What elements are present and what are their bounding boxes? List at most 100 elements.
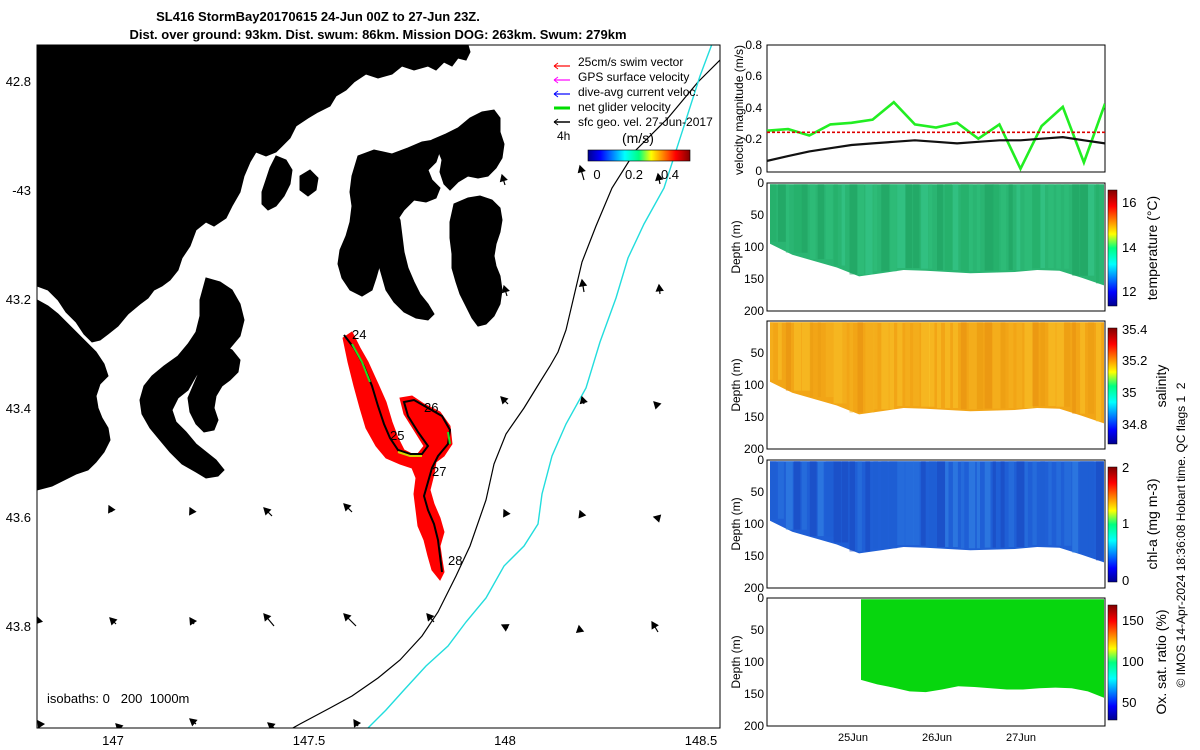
profile-stripe [1080,461,1089,553]
current-vector-arrow [115,723,124,728]
current-vector-arrow [500,624,510,632]
profile-stripe [921,322,930,407]
oxygen-ylabel: Depth (m) [729,635,743,688]
chla-stripes [770,461,1104,561]
chla-ylabel: Depth (m) [729,497,743,550]
profile-stripe [849,322,854,413]
current-vector-arrow [189,616,198,626]
profile-stripe [1080,184,1088,276]
profile-stripe [945,461,949,547]
isobath-200m [291,59,720,728]
profile-stripe [976,461,980,549]
current-vector-arrow [653,401,662,410]
profile-stripe [825,322,834,398]
velocity-series-dive-avg-current [767,135,1105,162]
title-line-1: SL416 StormBay20170615 24-Jun 00Z to 27-… [156,9,480,24]
profile-stripe [1048,461,1052,546]
profile-stripe [793,322,802,391]
profile-stripe [849,184,858,275]
profile-stripe [929,322,935,407]
profile-stripe [1000,322,1006,409]
profile-stripe [1064,461,1072,546]
profile-stripe [1064,322,1071,407]
temperature-ylabel: Depth (m) [729,220,743,273]
vel-ytick-0: 0 [755,164,762,178]
sal-cbar-tick-34-8: 34.8 [1122,417,1147,432]
profile-stripe [1040,461,1045,546]
sal-ytick-150: 150 [744,410,764,424]
profile-stripe [1024,322,1033,408]
profile-stripe [785,184,790,253]
profile-stripe [841,461,849,543]
velocity-panel: 0 0.2 0.4 0.6 0.8 velocity magnitude (m/… [732,38,1106,178]
sal-ytick-200: 200 [744,442,764,456]
profile-stripe [873,322,878,410]
profile-stripe [905,184,913,269]
profile-stripe [937,322,942,408]
profile-stripe [1032,322,1039,407]
map-legend: 25cm/s swim vector GPS surface velocity … [553,55,713,182]
salinity-ylabel: Depth (m) [729,358,743,411]
profile-stripe [1000,184,1007,271]
current-vector-arrow [651,620,659,633]
profile-stripe [801,461,807,530]
chla-cbar-label: chl-a (mg m-3) [1144,478,1160,569]
temp-ytick-50: 50 [751,208,765,222]
profile-stripe [945,184,952,270]
velocity-yticks: 0 0.2 0.4 0.6 0.8 [745,38,762,178]
temp-ytick-200: 200 [744,304,764,318]
current-vector-arrow [501,284,510,297]
profile-stripe [1024,184,1032,270]
lat-tick-43-2: 43.2 [6,292,31,307]
profile-stripe [778,322,782,380]
legend-item-net-glider: net glider velocity [554,100,671,114]
chl-cbar-tick-0: 0 [1122,573,1129,588]
profile-stripe [1032,184,1041,269]
temp-cbar-tick-14: 14 [1122,240,1136,255]
temp-ytick-0: 0 [757,176,764,190]
chla-panel: 0 50 100 150 200 Depth (m) 0 1 2 chl-a (… [729,453,1160,595]
profile-stripe [833,322,843,404]
profile-stripe [897,184,906,269]
map-colorbar-tick-0-2: 0.2 [625,167,643,182]
profile-stripe [849,461,855,552]
profile-stripe [960,322,967,410]
profile-stripe [881,322,889,410]
profile-stripe [778,461,784,519]
profile-stripe [833,461,841,543]
temp-cbar-tick-12: 12 [1122,284,1136,299]
profile-stripe [857,322,863,413]
current-vector-arrow [655,283,664,295]
day-label-24: 24 [352,327,366,342]
oxygen-cbar-ticks: 50 100 150 [1122,613,1144,710]
legend-label-gps-velocity: GPS surface velocity [578,70,689,84]
profile-stripe [952,322,959,408]
lon-tick-148: 148 [494,733,516,748]
legend-item-gps-velocity: GPS surface velocity [553,70,689,84]
profile-stripe [873,461,878,549]
profile-stripe [770,322,774,380]
profile-stripe [865,322,875,413]
title-line-2: Dist. over ground: 93km. Dist. swum: 86k… [129,27,626,42]
legend-label-sfc-geo: sfc geo. vel. 27-Jun-2017 [578,115,713,129]
chl-cbar-tick-1: 1 [1122,516,1129,531]
temperature-panel: 0 50 100 150 200 Depth (m) 12 14 16 temp… [729,176,1160,318]
profile-stripe [1088,184,1095,276]
profile-stripe [1040,322,1045,407]
profile-stripe [1048,184,1054,269]
profile-stripe [992,461,996,548]
lat-tick-43-8: 43.8 [6,619,31,634]
profile-stripe [1024,461,1028,547]
profile-stripe [809,461,817,537]
profile-stripe [785,461,793,530]
current-vector-arrow [343,613,357,627]
profile-stripe [992,184,999,271]
temperature-cbar-label: temperature (°C) [1144,196,1160,300]
profile-stripe [937,184,943,270]
chla-yticks: 0 50 100 150 200 [744,453,764,595]
current-vector-arrow [267,722,276,728]
oxy-ytick-200: 200 [744,719,764,733]
profile-stripe [793,461,801,530]
track-map: 24 25 26 27 28 isobaths: 0 200 1000m 147… [6,44,721,748]
legend-item-dive-avg: dive-avg current veloc. [553,85,699,99]
